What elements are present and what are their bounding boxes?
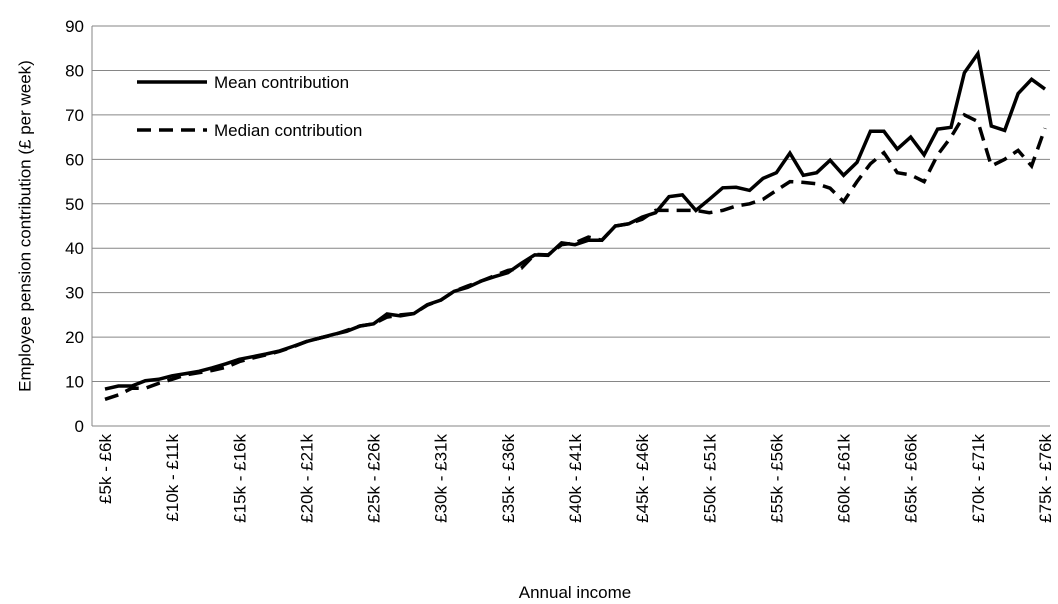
x-tick-label: £45k - £46k [633, 434, 652, 523]
y-tick-label: 10 [65, 373, 84, 392]
x-tick-label: £65k - £66k [902, 434, 921, 523]
data-line [104, 49, 1047, 391]
y-tick-label: 80 [65, 61, 84, 80]
x-tick-label: £30k - £31k [432, 434, 451, 523]
y-tick-label: 90 [65, 17, 84, 36]
y-tick-label: 70 [65, 106, 84, 125]
y-tick-label: 0 [75, 417, 84, 436]
x-tick-label: £35k - £36k [499, 434, 518, 523]
y-tick-label: 20 [65, 328, 84, 347]
x-tick-label: £10k - £11k [163, 434, 182, 522]
x-tick-label: £55k - £56k [767, 434, 786, 523]
x-tick-label: £5k - £6k [96, 434, 115, 504]
y-axis-title: Employee pension contribution (£ per wee… [15, 60, 34, 392]
x-tick-label: £60k - £61k [835, 434, 854, 523]
legend-label: Mean contribution [214, 73, 349, 92]
x-tick-label: £25k - £26k [365, 434, 384, 523]
x-tick-label: £15k - £16k [230, 434, 249, 523]
x-tick-label: £70k - £71k [969, 434, 988, 523]
data-line [104, 112, 1047, 401]
y-tick-label: 30 [65, 284, 84, 303]
x-tick-label: £20k - £21k [297, 434, 316, 523]
legend-label: Median contribution [214, 121, 362, 140]
x-tick-label: £40k - £41k [566, 434, 585, 523]
y-tick-label: 50 [65, 195, 84, 214]
y-tick-label: 60 [65, 150, 84, 169]
x-tick-label: £75k - £76k [1036, 434, 1055, 523]
y-tick-label: 40 [65, 239, 84, 258]
x-tick-label: £50k - £51k [700, 434, 719, 523]
x-axis-title: Annual income [519, 583, 631, 602]
